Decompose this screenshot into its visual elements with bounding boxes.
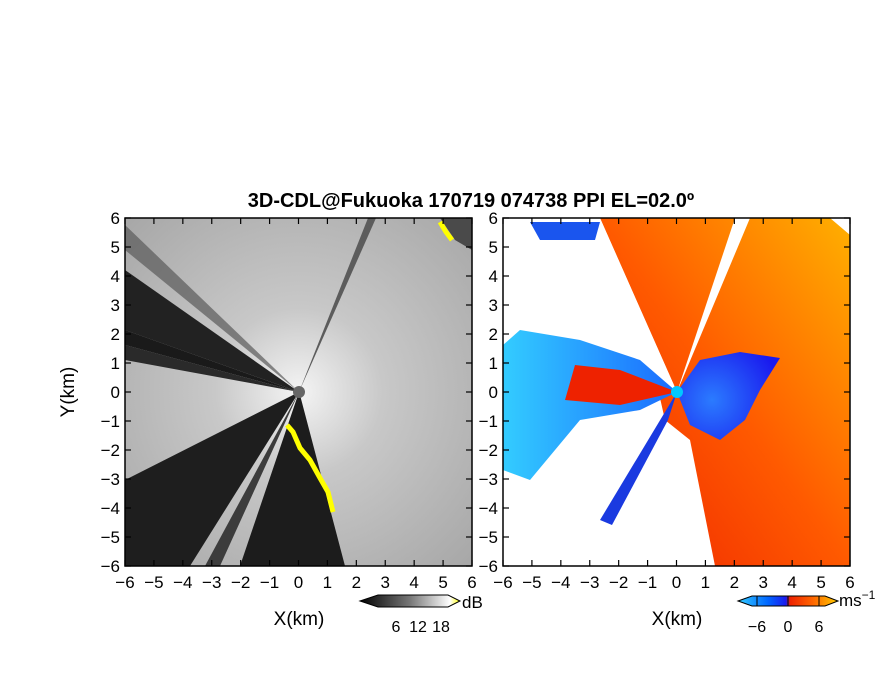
shadow-sector-west — [125, 330, 299, 392]
y-tick-label: 2 — [111, 325, 120, 344]
velocity-colorbar-unit-exp: −1 — [862, 588, 876, 602]
y-axis-label: Y(km) — [58, 367, 79, 418]
radar-site-marker — [671, 386, 683, 398]
x-tick-label: 3 — [759, 573, 768, 592]
approaching-core — [677, 352, 780, 440]
y-tick-label: 5 — [111, 238, 120, 257]
velocity-colorbar-tick-label: −6 — [748, 619, 766, 636]
x-axis-label-right: X(km) — [652, 609, 703, 630]
x-tick-label: −6 — [115, 573, 134, 592]
intensity-colorbar-tick-label: 18 — [432, 619, 450, 636]
x-tick-label: −3 — [202, 573, 221, 592]
velocity-colorbar-unit-base: ms — [839, 591, 862, 610]
x-tick-label: −3 — [580, 573, 599, 592]
y-tick-label: −4 — [479, 499, 498, 518]
x-tick-label: 5 — [438, 573, 447, 592]
empty-sector-n — [677, 218, 750, 392]
y-tick-label: 3 — [111, 296, 120, 315]
axes: −6 −5 −4 −3 −2 −1 0 1 2 3 4 5 66543210−1−2−3−4−5−6−6… — [101, 209, 855, 592]
x-tick-label: 1 — [323, 573, 332, 592]
chart-title: 3D-CDL@Fukuoka 170719 074738 PPI EL=02.0… — [248, 190, 694, 212]
intensity-colorbar-tick-label: 6 — [392, 619, 401, 636]
x-tick-label: 4 — [409, 573, 418, 592]
approaching-nw-patch — [530, 222, 600, 240]
x-tick-label: 3 — [381, 573, 390, 592]
y-tick-label: 0 — [489, 383, 498, 402]
intensity-colorbar: dB 6 12 18 — [358, 593, 483, 636]
x-tick-label: −5 — [522, 573, 541, 592]
y-tick-label: 2 — [489, 325, 498, 344]
y-tick-label: −2 — [479, 441, 498, 460]
x-tick-label: −2 — [609, 573, 628, 592]
y-tick-label: 4 — [111, 267, 120, 286]
y-tick-label: −4 — [101, 499, 120, 518]
x-tick-label: −1 — [260, 573, 279, 592]
x-tick-label: 4 — [787, 573, 796, 592]
x-tick-label: −4 — [173, 573, 192, 592]
x-tick-label: −5 — [144, 573, 163, 592]
x-tick-label: 6 — [467, 573, 476, 592]
y-tick-label: 6 — [489, 209, 498, 228]
yellow-echo-south — [285, 423, 336, 513]
shadow-sector-ssw — [205, 392, 299, 566]
y-tick-label: 6 — [111, 209, 120, 228]
x-tick-label: 1 — [701, 573, 710, 592]
shadow-corner-ne — [440, 218, 472, 250]
x-tick-label: 2 — [730, 573, 739, 592]
radar-site-marker — [293, 386, 305, 398]
y-tick-label: 0 — [111, 383, 120, 402]
intensity-colorbar-bar — [358, 594, 462, 608]
shadow-sector-west-upper — [125, 270, 299, 392]
y-tick-label: −3 — [479, 470, 498, 489]
y-tick-label: −1 — [101, 412, 120, 431]
y-tick-label: −3 — [101, 470, 120, 489]
y-tick-label: −1 — [479, 412, 498, 431]
shadow-sector-south — [240, 392, 345, 566]
x-tick-label: −6 — [493, 573, 512, 592]
y-tick-label: 4 — [489, 267, 498, 286]
approaching-nw — [520, 218, 677, 392]
y-tick-label: −6 — [101, 557, 120, 576]
y-tick-label: 5 — [489, 238, 498, 257]
yellow-echo-ne — [437, 220, 454, 242]
shadow-sector-west-lower — [125, 345, 299, 392]
x-tick-label: −4 — [551, 573, 570, 592]
x-tick-label: 0 — [294, 573, 303, 592]
y-tick-label: 3 — [489, 296, 498, 315]
receding-west-band — [565, 365, 677, 405]
velocity-colorbar-tick-label: 6 — [815, 619, 824, 636]
y-tick-label: −6 — [479, 557, 498, 576]
y-tick-label: −2 — [101, 441, 120, 460]
y-tick-label: 1 — [489, 354, 498, 373]
x-axis-label-left: X(km) — [274, 609, 325, 630]
intensity-panel — [125, 218, 472, 566]
velocity-panel — [503, 218, 850, 566]
intensity-colorbar-unit: dB — [462, 593, 483, 612]
y-tick-label: 1 — [111, 354, 120, 373]
x-tick-label: −2 — [231, 573, 250, 592]
x-tick-label: 0 — [672, 573, 681, 592]
x-tick-label: −1 — [638, 573, 657, 592]
shadow-sector-sw — [125, 392, 299, 566]
velocity-colorbar: ms−1 −6 0 6 — [736, 588, 876, 636]
y-tick-label: −5 — [101, 528, 120, 547]
x-tick-label: 2 — [352, 573, 361, 592]
x-tick-label: 5 — [816, 573, 825, 592]
x-tick-label: 6 — [845, 573, 854, 592]
empty-corner-ne — [830, 218, 850, 235]
shadow-line-nne — [299, 218, 376, 392]
approaching-sw-spoke — [600, 392, 677, 525]
approaching-west — [503, 330, 677, 480]
intensity-colorbar-tick-label: 12 — [409, 619, 427, 636]
shadow-sector-nw — [125, 225, 299, 392]
velocity-colorbar-unit: ms−1 — [839, 588, 876, 610]
y-tick-label: −5 — [479, 528, 498, 547]
velocity-colorbar-tick-label: 0 — [784, 619, 793, 636]
